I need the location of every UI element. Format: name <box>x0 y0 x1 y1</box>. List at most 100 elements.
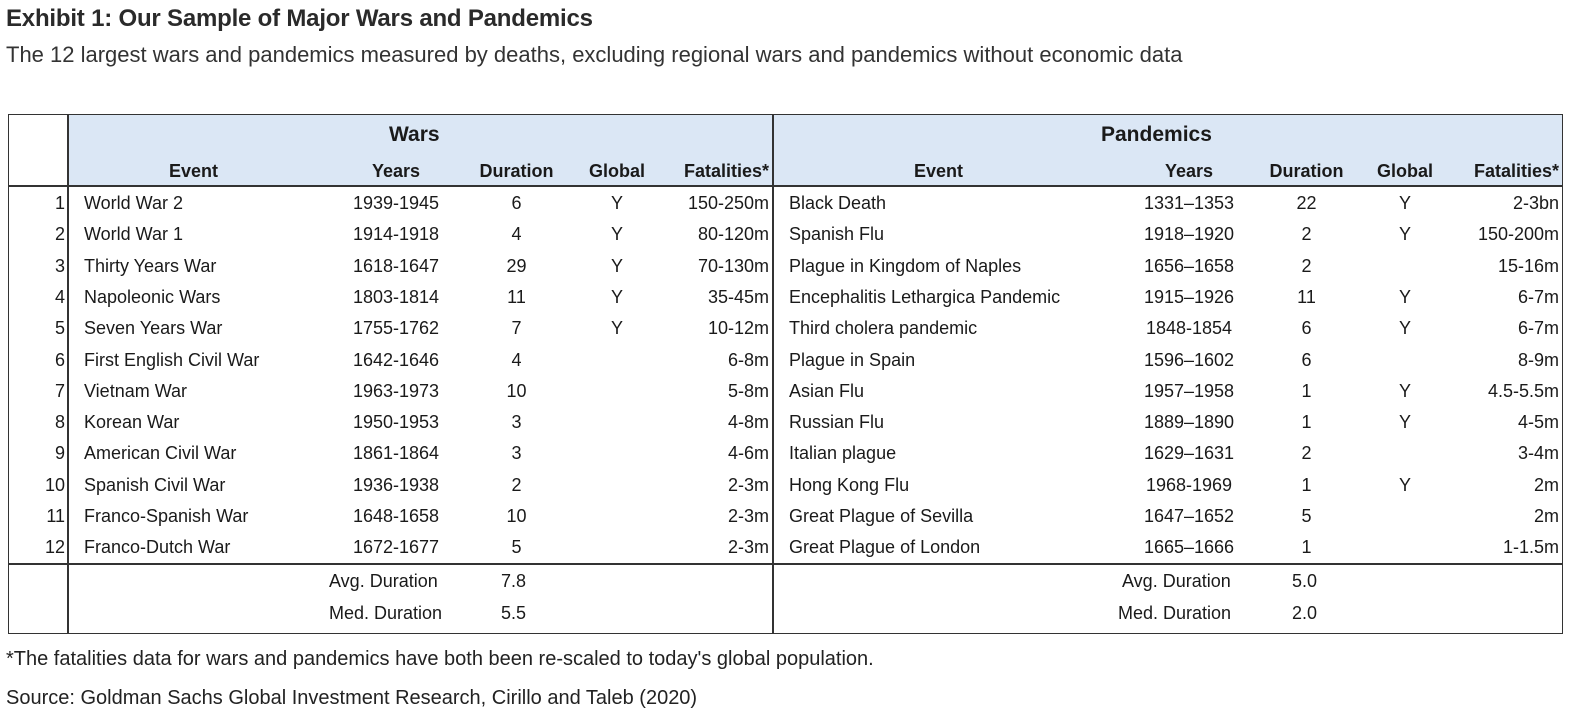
pandemic-event: Great Plague of London <box>789 537 981 558</box>
pandemic-global: Y <box>1398 224 1411 245</box>
num-column-divider <box>67 115 69 633</box>
war-global: Y <box>610 255 623 276</box>
war-years: 1950-1953 <box>352 412 440 433</box>
summary-divider <box>9 563 1562 565</box>
pandemics-avg-duration-value: 5.0 <box>1292 571 1318 591</box>
pandemic-global: Y <box>1398 380 1411 401</box>
war-years: 1672-1677 <box>352 537 440 558</box>
pandemic-years: 1647–1652 <box>1143 506 1235 526</box>
row-number: 7 <box>54 380 65 401</box>
wars-avg-duration-value: 7.8 <box>501 571 527 591</box>
war-fatalities: 4-6m <box>727 443 769 464</box>
war-fatalities: 2-3m <box>727 537 769 558</box>
war-fatalities: 2-3m <box>727 474 769 495</box>
war-years: 1963-1973 <box>352 380 440 401</box>
row-number: 5 <box>54 318 65 339</box>
pandemic-duration: 6 <box>1301 318 1312 339</box>
pandemic-event: Italian plague <box>789 443 897 464</box>
war-event: World War 1 <box>84 224 184 245</box>
war-event: Seven Years War <box>84 318 223 339</box>
war-event: Spanish Civil War <box>84 474 226 495</box>
pandemics-header-fatalities: Fatalities* <box>1473 161 1559 181</box>
row-number: 8 <box>54 412 65 433</box>
war-years: 1648-1658 <box>352 506 440 526</box>
header-band <box>69 115 1562 185</box>
pandemic-global: Y <box>1398 318 1411 339</box>
war-global: Y <box>610 193 623 213</box>
war-duration: 6 <box>511 193 522 213</box>
war-duration: 2 <box>511 474 522 495</box>
pandemic-fatalities: 150-200m <box>1477 224 1559 245</box>
wars-header-event: Event <box>169 161 219 181</box>
war-event: Thirty Years War <box>84 255 217 276</box>
pandemic-years: 1331–1353 <box>1143 193 1235 213</box>
war-duration: 10 <box>506 506 527 526</box>
pandemic-fatalities: 2m <box>1533 506 1559 526</box>
pandemic-duration: 22 <box>1296 193 1317 213</box>
pandemic-duration: 1 <box>1301 380 1312 401</box>
war-fatalities: 10-12m <box>707 318 769 339</box>
war-fatalities: 150-250m <box>687 193 769 213</box>
pandemic-fatalities: 1-1.5m <box>1502 537 1559 558</box>
wars-avg-duration-label: Avg. Duration <box>329 571 438 591</box>
pandemic-fatalities: 2m <box>1533 474 1559 495</box>
war-years: 1936-1938 <box>352 474 440 495</box>
pandemic-global: Y <box>1398 474 1411 495</box>
pandemic-event: Plague in Kingdom of Naples <box>789 255 1022 276</box>
footnote: *The fatalities data for wars and pandem… <box>6 648 874 670</box>
pandemics-header-duration: Duration <box>1269 161 1344 181</box>
pandemic-duration: 1 <box>1301 412 1312 433</box>
war-years: 1755-1762 <box>352 318 440 339</box>
pandemic-duration: 5 <box>1301 506 1312 526</box>
war-event: Vietnam War <box>84 380 188 401</box>
pandemic-years: 1918–1920 <box>1143 224 1235 245</box>
pandemic-fatalities: 6-7m <box>1517 318 1559 339</box>
row-number: 4 <box>54 286 65 307</box>
source-note: Source: Goldman Sachs Global Investment … <box>6 687 698 709</box>
pandemic-years: 1848-1854 <box>1145 318 1233 339</box>
wars-group-title: Wars <box>389 123 440 146</box>
pandemic-years: 1957–1958 <box>1143 380 1235 401</box>
pandemic-event: Encephalitis Lethargica Pandemic <box>789 286 1061 307</box>
war-duration: 7 <box>511 318 522 339</box>
war-duration: 11 <box>507 286 526 307</box>
pandemic-years: 1665–1666 <box>1143 537 1235 558</box>
pandemic-years: 1968-1969 <box>1145 474 1233 495</box>
war-fatalities: 35-45m <box>707 286 769 307</box>
exhibit-subtitle: The 12 largest wars and pandemics measur… <box>6 42 1183 67</box>
war-years: 1618-1647 <box>352 255 440 276</box>
pandemic-fatalities: 6-7m <box>1517 286 1559 307</box>
war-years: 1861-1864 <box>352 443 440 464</box>
war-event: American Civil War <box>84 443 237 464</box>
header-divider <box>9 185 1562 187</box>
war-event: First English Civil War <box>84 349 260 370</box>
war-duration: 3 <box>511 412 522 433</box>
war-years: 1939-1945 <box>352 193 440 213</box>
war-event: Franco-Dutch War <box>84 537 231 558</box>
pandemic-years: 1656–1658 <box>1143 255 1235 276</box>
pandemic-duration: 2 <box>1301 443 1312 464</box>
war-duration: 5 <box>511 537 522 558</box>
pandemic-event: Black Death <box>789 193 887 213</box>
pandemics-group-title: Pandemics <box>1101 123 1212 146</box>
pandemic-fatalities: 15-16m <box>1497 255 1559 276</box>
pandemic-years: 1629–1631 <box>1143 443 1235 464</box>
pandemics-med-duration-value: 2.0 <box>1292 603 1318 623</box>
row-number: 2 <box>54 224 65 245</box>
war-duration: 10 <box>506 380 527 401</box>
pandemic-years: 1889–1890 <box>1143 412 1235 433</box>
pandemics-header-global: Global <box>1376 161 1433 181</box>
war-years: 1803-1814 <box>352 286 440 307</box>
pandemic-fatalities: 2-3bn <box>1512 193 1559 213</box>
pandemic-event: Asian Flu <box>789 380 865 401</box>
pandemics-med-duration-label: Med. Duration <box>1118 603 1232 623</box>
war-event: Franco-Spanish War <box>84 506 249 526</box>
pandemic-event: Hong Kong Flu <box>789 474 910 495</box>
row-number: 10 <box>44 474 65 495</box>
exhibit-title: Exhibit 1: Our Sample of Major Wars and … <box>6 5 593 32</box>
wars-pandemics-divider <box>772 115 774 633</box>
wars-header-duration: Duration <box>479 161 554 181</box>
war-global: Y <box>610 318 623 339</box>
wars-header-fatalities: Fatalities* <box>683 161 769 181</box>
row-number: 3 <box>54 255 65 276</box>
